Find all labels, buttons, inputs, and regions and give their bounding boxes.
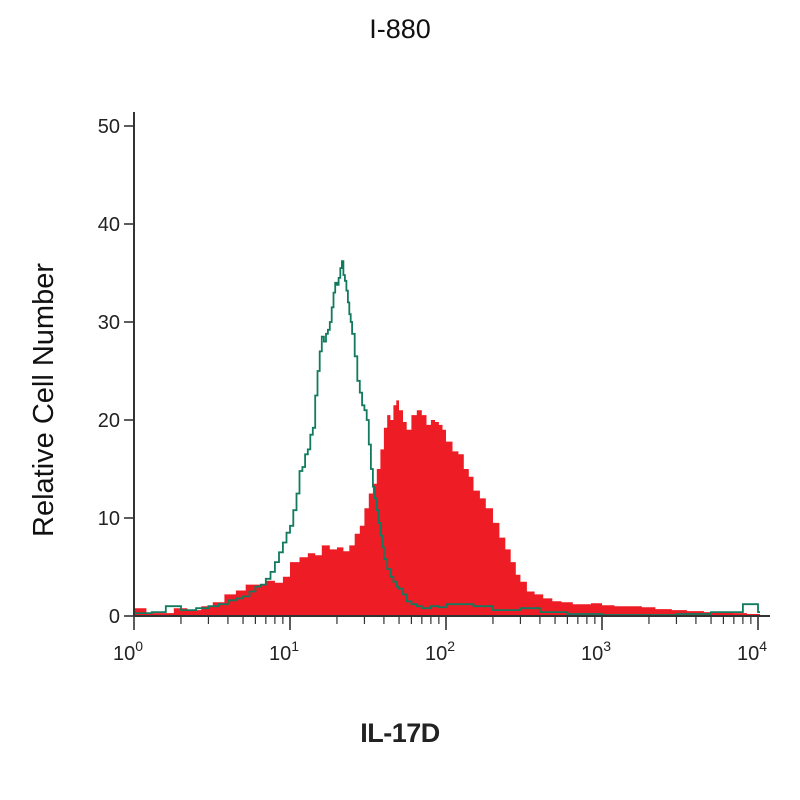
x-tick-exponent: 2 bbox=[447, 638, 455, 654]
y-tick-label: 10 bbox=[98, 508, 120, 530]
x-tick-label: 104 bbox=[737, 638, 767, 665]
chart-title: I-880 bbox=[369, 14, 431, 44]
x-tick-label: 103 bbox=[581, 638, 611, 665]
y-tick-label: 50 bbox=[98, 116, 120, 138]
y-tick-label: 40 bbox=[98, 214, 120, 236]
filled-histogram-series bbox=[134, 400, 760, 616]
x-tick-exponent: 4 bbox=[759, 638, 767, 654]
x-tick-label: 100 bbox=[113, 638, 143, 665]
x-tick-exponent: 0 bbox=[135, 638, 143, 654]
x-tick-label: 101 bbox=[269, 638, 299, 665]
x-tick-exponent: 3 bbox=[603, 638, 611, 654]
x-axis-label: IL-17D bbox=[360, 718, 440, 748]
x-tick-label: 102 bbox=[425, 638, 455, 665]
y-tick-label: 0 bbox=[109, 606, 120, 628]
outline-histogram-series bbox=[134, 260, 760, 616]
y-tick-label: 30 bbox=[98, 312, 120, 334]
y-tick-label: 20 bbox=[98, 410, 120, 432]
x-tick-exponent: 1 bbox=[291, 638, 299, 654]
